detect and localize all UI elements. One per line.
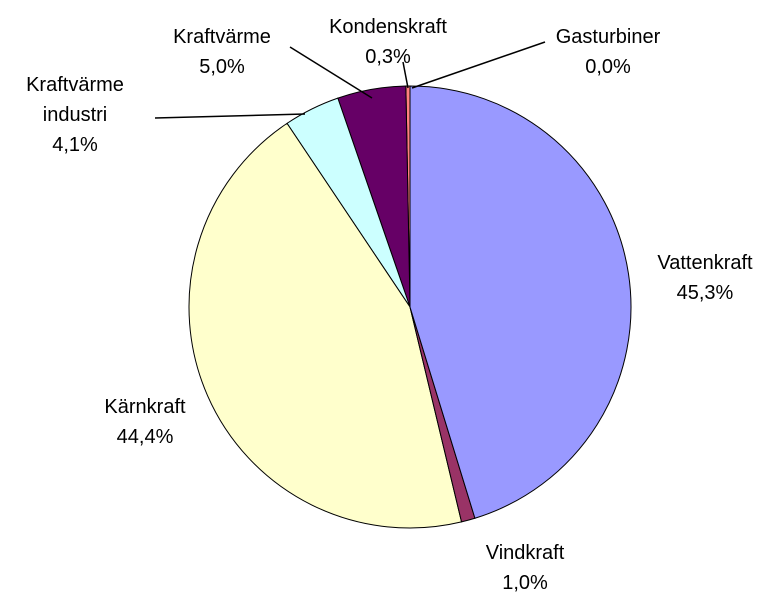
leader-line — [411, 41, 546, 89]
slice-label: Kraftvärme industri 4,1% — [20, 70, 130, 160]
value-label: 0,0% — [585, 56, 631, 78]
category-label: Vattenkraft — [657, 252, 753, 274]
slice-label: Kärnkraft 44,4% — [104, 392, 185, 452]
value-label: 4,1% — [52, 134, 98, 156]
pie-slice — [188, 122, 463, 529]
slice-label: Vattenkraft 45,3% — [657, 248, 752, 308]
category-label: Gasturbiner — [555, 26, 661, 48]
category-label: Kraftvärme — [173, 26, 271, 48]
slice-label: Gasturbiner 0,0% — [556, 22, 661, 82]
pie-slice — [409, 85, 632, 519]
slice-label: Vindkraft 1,0% — [486, 538, 565, 594]
leader-line — [402, 61, 409, 89]
slice-label: Kondenskraft 0,3% — [329, 12, 447, 72]
leader-line — [289, 46, 373, 99]
category-label: Kärnkraft — [104, 396, 186, 418]
category-label: Vindkraft — [485, 542, 565, 564]
category-label: Kondenskraft — [329, 16, 447, 38]
value-label: 1,0% — [502, 572, 548, 594]
slice-label: Kraftvärme 5,0% — [173, 22, 271, 82]
value-label: 5,0% — [199, 56, 245, 78]
value-label: 45,3% — [676, 282, 734, 304]
value-label: 0,3% — [365, 46, 411, 68]
leader-line — [154, 113, 306, 119]
value-label: 44,4% — [116, 426, 174, 448]
category-label: Kraftvärme industri — [26, 74, 124, 126]
